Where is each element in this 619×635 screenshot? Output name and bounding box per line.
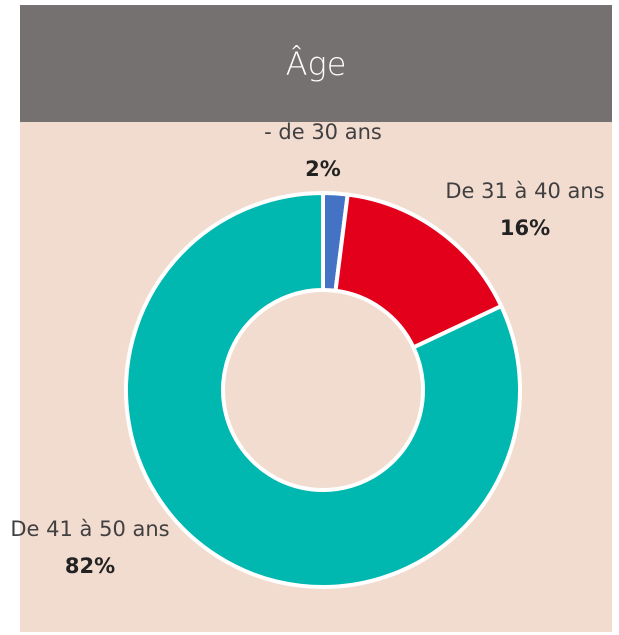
header: Âge bbox=[20, 5, 612, 122]
data-label: - de 30 ans 2% bbox=[223, 114, 423, 188]
category-label: De 31 à 40 ans bbox=[445, 179, 605, 203]
donut-slice bbox=[124, 190, 522, 589]
data-label: De 41 à 50 ans 82% bbox=[10, 511, 170, 585]
category-label: - de 30 ans bbox=[264, 120, 382, 144]
value-label: 2% bbox=[305, 157, 341, 181]
value-label: 82% bbox=[64, 554, 116, 578]
category-label: De 41 à 50 ans bbox=[10, 517, 170, 541]
data-label: De 31 à 40 ans 16% bbox=[425, 173, 619, 247]
value-label: 16% bbox=[499, 216, 551, 240]
chart-title: Âge bbox=[285, 45, 347, 83]
